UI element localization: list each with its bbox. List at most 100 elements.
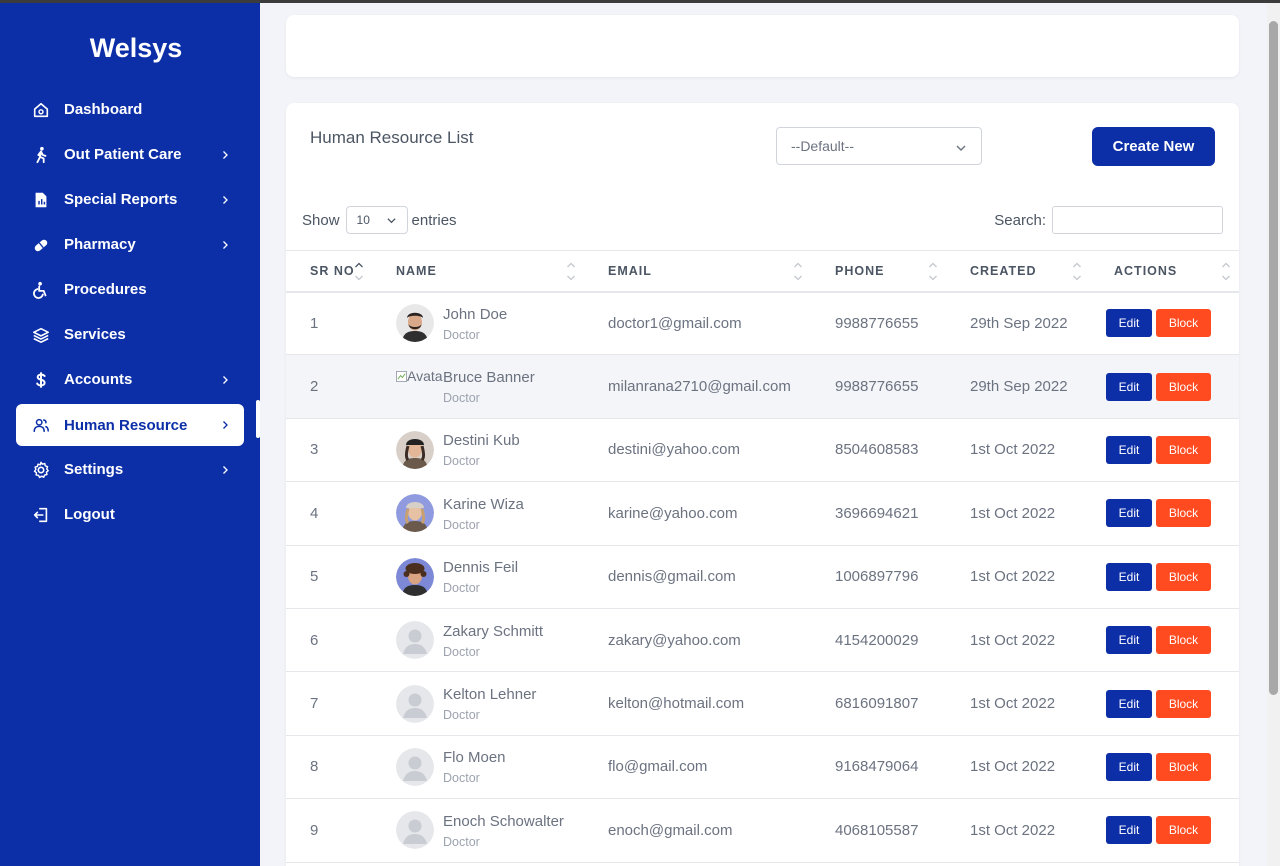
employee-name: Kelton Lehner (443, 686, 537, 704)
wheelchair-icon (32, 281, 50, 299)
table-row: 2 AvatarBruce Banner Doctor milanrana2710@g… (286, 354, 1239, 419)
sidebar: Welsys Dashboard Out Patient Care Special … (0, 3, 260, 866)
sidebar-nav: Dashboard Out Patient Care Special Reports… (16, 87, 244, 537)
column-header-created[interactable]: CREATED (946, 250, 1090, 293)
chevron-right-icon (220, 420, 230, 430)
phone-cell: 9988776655 (811, 291, 946, 356)
email-cell: enoch@gmail.com (584, 798, 811, 863)
sidebar-item-label: Logout (64, 506, 115, 523)
avatar (396, 684, 434, 723)
block-button[interactable]: Block (1156, 309, 1211, 338)
block-button[interactable]: Block (1156, 752, 1211, 781)
table-row: 8 Flo Moen Doctor flo@gmail.com 9168479064 1s… (286, 735, 1239, 800)
filter-select[interactable]: --Default-- (776, 127, 982, 165)
brand-logo[interactable]: Welsys (89, 33, 183, 63)
employee-role: Doctor (443, 708, 480, 723)
search-label: Search: (994, 211, 1046, 229)
edit-button[interactable]: Edit (1106, 435, 1152, 464)
column-header-phone[interactable]: PHONE (811, 250, 946, 293)
actions-cell: Edit Block (1090, 671, 1239, 736)
search-input[interactable] (1052, 206, 1223, 234)
sidebar-item-label: Special Reports (64, 191, 178, 208)
phone-cell: 4068105587 (811, 798, 946, 863)
sidebar-item-pharmacy[interactable]: Pharmacy (16, 222, 244, 267)
pill-icon (32, 236, 50, 254)
sidebar-item-human-resource[interactable]: Human Resource (16, 404, 244, 446)
sidebar-item-accounts[interactable]: Accounts (16, 357, 244, 402)
phone-cell: 1006897796 (811, 545, 946, 609)
phone-cell: 8504608583 (811, 418, 946, 483)
column-header-name[interactable]: NAME (372, 250, 584, 293)
column-header-label: PHONE (835, 263, 885, 278)
block-button[interactable]: Block (1156, 372, 1211, 401)
created-cell: 29th Sep 2022 (946, 291, 1090, 356)
edit-button[interactable]: Edit (1106, 816, 1152, 845)
dollar-icon (32, 371, 50, 389)
actions-cell: Edit Block (1090, 354, 1239, 419)
created-cell: 29th Sep 2022 (946, 354, 1090, 419)
edit-button[interactable]: Edit (1106, 309, 1152, 338)
chevron-right-icon (220, 375, 230, 385)
edit-button[interactable]: Edit (1106, 562, 1152, 591)
avatar (396, 811, 434, 850)
sort-icon (354, 261, 364, 283)
sidebar-item-logout[interactable]: Logout (16, 492, 244, 537)
page-title: Human Resource List (310, 128, 474, 147)
sidebar-item-services[interactable]: Services (16, 312, 244, 357)
sort-icon (928, 261, 938, 283)
broken-image-icon: Avatar (396, 368, 443, 406)
show-label: Show (302, 211, 340, 229)
top-card (286, 15, 1239, 77)
employee-name: Enoch Schowalter (443, 812, 564, 830)
sidebar-item-procedures[interactable]: Procedures (16, 267, 244, 312)
edit-button[interactable]: Edit (1106, 626, 1152, 655)
table-row: 3 Destini Kub Doctor destini@yahoo.com 85046… (286, 418, 1239, 483)
table-search: Search: (994, 206, 1223, 234)
phone-cell: 9168479064 (811, 735, 946, 800)
human-resource-card: Human Resource List --Default-- Create N… (286, 103, 1239, 866)
sort-icon (1072, 261, 1082, 283)
sidebar-item-label: Settings (64, 461, 124, 478)
sidebar-item-dashboard[interactable]: Dashboard (16, 87, 244, 132)
avatar (396, 494, 434, 533)
column-header-email[interactable]: EMAIL (584, 250, 811, 293)
column-header-sr-no[interactable]: SR NO (286, 250, 372, 293)
block-button[interactable]: Block (1156, 816, 1211, 845)
edit-button[interactable]: Edit (1106, 372, 1152, 401)
sr-no-cell: 2 (286, 354, 372, 419)
edit-button[interactable]: Edit (1106, 689, 1152, 718)
column-header-actions[interactable]: ACTIONS (1090, 250, 1239, 293)
chevron-right-icon (220, 195, 230, 205)
sidebar-item-settings[interactable]: Settings (16, 447, 244, 492)
block-button[interactable]: Block (1156, 499, 1211, 528)
block-button[interactable]: Block (1156, 689, 1211, 718)
edit-button[interactable]: Edit (1106, 499, 1152, 528)
scrollbar-thumb[interactable] (1269, 21, 1278, 695)
sidebar-item-label: Pharmacy (64, 236, 136, 253)
chevron-right-icon (220, 150, 230, 160)
created-cell: 1st Oct 2022 (946, 735, 1090, 800)
email-cell: destini@yahoo.com (584, 418, 811, 483)
page-scrollbar[interactable] (1267, 3, 1280, 866)
actions-cell: Edit Block (1090, 608, 1239, 673)
sr-no-cell: 1 (286, 291, 372, 356)
block-button[interactable]: Block (1156, 435, 1211, 464)
sr-no-cell: 8 (286, 735, 372, 800)
name-cell: John Doe Doctor (372, 291, 584, 356)
block-button[interactable]: Block (1156, 626, 1211, 655)
block-button[interactable]: Block (1156, 562, 1211, 591)
avatar (396, 304, 434, 343)
created-cell: 1st Oct 2022 (946, 545, 1090, 609)
email-cell: dennis@gmail.com (584, 545, 811, 609)
employee-name: Flo Moen (443, 749, 506, 767)
create-new-button[interactable]: Create New (1092, 127, 1215, 166)
edit-button[interactable]: Edit (1106, 752, 1152, 781)
entries-select[interactable]: 10 (345, 206, 408, 234)
sidebar-item-out-patient-care[interactable]: Out Patient Care (16, 132, 244, 177)
sidebar-item-special-reports[interactable]: Special Reports (16, 177, 244, 222)
avatar (396, 747, 434, 786)
sidebar-item-label: Out Patient Care (64, 146, 182, 163)
actions-cell: Edit Block (1090, 291, 1239, 356)
entries-select-value: 10 (356, 213, 370, 227)
layers-icon (32, 326, 50, 344)
